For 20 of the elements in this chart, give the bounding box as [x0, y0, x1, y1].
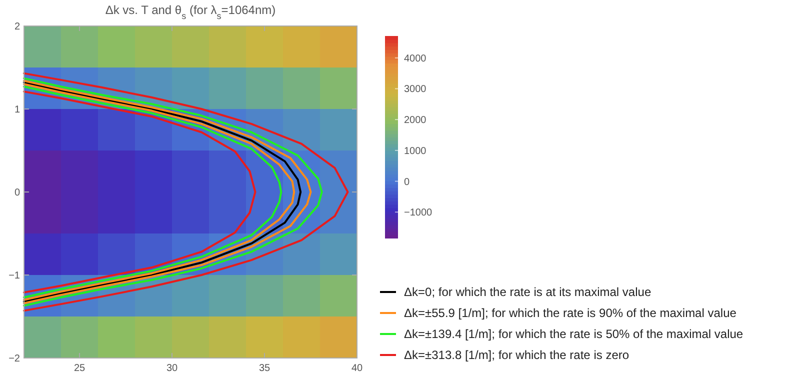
x-tick-label: 35 [258, 363, 270, 374]
color-bar-label: 1000 [404, 146, 427, 157]
legend-label: Δk=0; for which the rate is at its maximal value [404, 285, 652, 299]
y-tick-label: −1 [8, 270, 20, 282]
color-bar-label: 3000 [404, 84, 427, 96]
y-tick-label: −2 [8, 354, 20, 364]
color-bar-label: 2000 [404, 115, 427, 126]
x-tick-label: 30 [166, 363, 178, 374]
y-tick-label: 0 [14, 188, 20, 198]
x-tick-label: 40 [351, 363, 363, 374]
legend-label: Δk=±313.8 [1/m]; for which the rate is zero [404, 348, 630, 362]
y-tick-label: 2 [14, 22, 20, 32]
color-bar-label: 4000 [404, 53, 427, 64]
color-bar-label: 0 [404, 176, 410, 188]
y-tick-label: 1 [14, 104, 20, 116]
x-tick-label: 25 [74, 363, 86, 374]
legend-label: Δk=±139.4 [1/m]; for which the rate is 50% of the maximal value [404, 327, 744, 341]
color-bar-label: −1000 [404, 208, 433, 219]
chart-title: Δk vs. T and θ$_{s}$ (for λ$_{s}$=1064nm) [105, 3, 276, 21]
legend-label: Δk=±55.9 [1/m]; for which the rate is 90% of the maximal value [404, 306, 737, 320]
